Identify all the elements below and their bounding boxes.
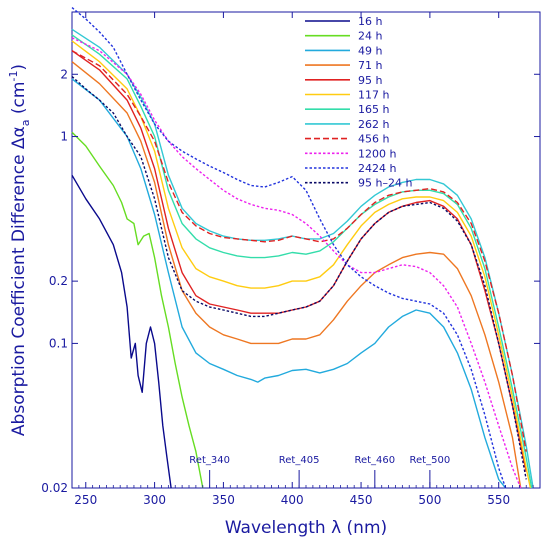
x-tick-label-250: 250 bbox=[74, 493, 97, 507]
tick-layer: 250 300 350 400 450 500 550 0.02 0.1 0.2 1 2 bbox=[41, 12, 540, 507]
legend-label-16-h: 16 h bbox=[358, 15, 382, 28]
legend-label-165-h: 165 h bbox=[358, 103, 389, 116]
annotation-layer: Ret_340 Ret_405 Ret_460 Ret_500 bbox=[189, 455, 450, 488]
series-line-165-h bbox=[71, 34, 533, 489]
y-tick-label-0-1: 0.1 bbox=[49, 336, 68, 350]
annotation-label-ret-340: Ret_340 bbox=[189, 455, 230, 466]
y-axis-label-close: ) bbox=[9, 64, 29, 71]
legend-label-24-h: 24 h bbox=[358, 30, 382, 43]
x-tick-label-400: 400 bbox=[281, 493, 304, 507]
y-axis-label-main: Absorption Coefficient Difference Δα bbox=[9, 126, 29, 436]
x-tick-label-500: 500 bbox=[418, 493, 441, 507]
y-axis-label-subscript: a bbox=[19, 119, 32, 126]
y-tick-label-2: 2 bbox=[60, 67, 68, 81]
legend-label-1200-h: 1200 h bbox=[358, 147, 396, 160]
annotation-label-ret-460: Ret_460 bbox=[354, 455, 395, 466]
legend-label-2424-h: 2424 h bbox=[358, 162, 396, 175]
y-tick-label-1: 1 bbox=[60, 130, 68, 144]
legend-label-71-h: 71 h bbox=[358, 59, 382, 72]
y-tick-label-0-02: 0.02 bbox=[41, 481, 68, 495]
x-tick-label-550: 550 bbox=[487, 493, 510, 507]
series-line-49-h bbox=[71, 78, 507, 489]
series-line-71-h bbox=[71, 61, 522, 489]
series-line-1200-h bbox=[71, 37, 522, 489]
series-layer bbox=[71, 7, 534, 489]
series-line-16-h bbox=[71, 174, 172, 489]
legend-label-95-h: 95 h bbox=[358, 74, 382, 87]
y-axis-label-exponent: -1 bbox=[7, 71, 20, 82]
legend-label-456-h: 456 h bbox=[358, 133, 389, 146]
series-line-95-h-24-h bbox=[71, 75, 527, 480]
x-axis-label: Wavelength λ (nm) bbox=[225, 518, 387, 538]
legend-label-117-h: 117 h bbox=[358, 89, 389, 102]
legend-label-95-h-24-h: 95 h–24 h bbox=[358, 177, 412, 190]
series-line-262-h bbox=[71, 28, 534, 489]
x-tick-label-350: 350 bbox=[212, 493, 235, 507]
annotation-label-ret-405: Ret_405 bbox=[279, 455, 320, 466]
legend-label-262-h: 262 h bbox=[358, 118, 389, 131]
series-line-117-h bbox=[71, 40, 532, 489]
y-tick-label-0-2: 0.2 bbox=[49, 274, 68, 288]
annotation-label-ret-500: Ret_500 bbox=[410, 455, 451, 466]
y-axis-label: Absorption Coefficient Difference Δαa (c… bbox=[7, 64, 32, 436]
y-axis-label-unit: (cm bbox=[9, 82, 29, 120]
series-line-2424-h bbox=[71, 7, 507, 489]
series-line-95-h bbox=[71, 50, 527, 472]
x-tick-label-300: 300 bbox=[143, 493, 166, 507]
series-line-24-h bbox=[71, 131, 204, 489]
series-line-456-h bbox=[71, 50, 527, 452]
legend-label-49-h: 49 h bbox=[358, 44, 382, 57]
x-tick-label-450: 450 bbox=[350, 493, 373, 507]
plot-frame bbox=[71, 11, 541, 489]
